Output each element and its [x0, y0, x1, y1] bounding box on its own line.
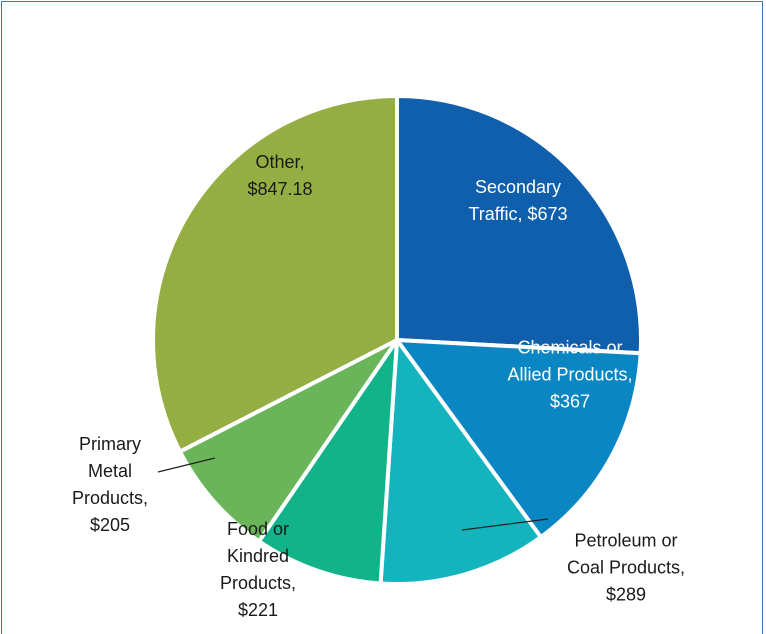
pie-slice	[378, 338, 543, 586]
slice-label: Primary Metal Products $205	[60, 431, 160, 539]
slice-value: $221	[237, 600, 279, 620]
slice-value: $367	[549, 391, 591, 412]
pie-slice	[395, 94, 643, 356]
slice-value: $289	[605, 584, 647, 605]
slice-label: Other $847.18	[230, 149, 330, 203]
slice-value: $847.18	[247, 179, 313, 199]
slice-category: Other	[255, 152, 304, 172]
slice-value: $205	[89, 515, 131, 535]
pie-slice	[177, 338, 399, 544]
slice-label: Chemicals or Allied Products $367	[503, 335, 638, 416]
leader-line	[157, 457, 216, 473]
pie-slice	[151, 94, 399, 454]
pie-slice	[257, 338, 399, 586]
slice-category: Primary Metal Products	[72, 434, 148, 508]
slice-label: Petroleum or Coal Products $289	[556, 528, 696, 609]
leader-line	[461, 518, 549, 531]
slice-value: $673	[527, 204, 568, 224]
slice-category: Petroleum or Coal Products	[567, 531, 685, 578]
slice-category: Food or Kindred Products	[220, 519, 296, 593]
slice-label: Secondary Traffic $673	[448, 174, 588, 228]
pie-slice	[395, 338, 643, 540]
slice-label: Food or Kindred Products $221	[208, 516, 308, 624]
slice-category: Chemicals or Allied Products	[507, 338, 632, 385]
